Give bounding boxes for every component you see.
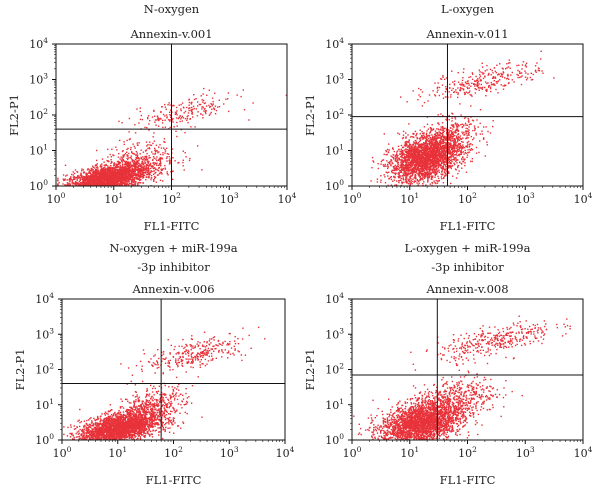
y-tick-label: 101 xyxy=(325,397,344,412)
x-tick-label: 104 xyxy=(276,445,295,460)
panel-subtitle: Annexin-v.011 xyxy=(425,27,508,41)
panel-subtitle: Annexin-v.001 xyxy=(129,27,212,41)
x-tick-label: 100 xyxy=(343,191,362,206)
cluster-2 xyxy=(392,87,494,176)
x-axis-label: FL1-FITC xyxy=(144,219,200,233)
x-tick-label: 102 xyxy=(162,191,181,206)
cluster-3 xyxy=(400,50,555,107)
cluster-2 xyxy=(110,380,194,440)
y-tick-label: 103 xyxy=(35,326,54,341)
y-tick-label: 102 xyxy=(325,362,344,377)
plot-frame xyxy=(351,43,584,187)
y-tick-label: 100 xyxy=(325,178,344,193)
scatter-points xyxy=(353,315,571,440)
y-axis-label: FL2-P1 xyxy=(7,94,21,136)
x-tick-label: 101 xyxy=(400,191,419,206)
y-tick-label: 104 xyxy=(29,36,48,51)
x-tick-label: 103 xyxy=(220,445,239,460)
y-tick-label: 104 xyxy=(35,291,54,306)
panel-title: L-oxygen + miR-199a xyxy=(405,241,531,255)
scatter-points xyxy=(370,50,555,186)
y-tick-label: 101 xyxy=(325,143,344,158)
x-tick-label: 103 xyxy=(516,445,535,460)
y-tick-label: 100 xyxy=(325,432,344,447)
panel-subtitle: -3p inhibitor xyxy=(137,260,210,274)
x-tick-label: 104 xyxy=(574,445,593,460)
y-tick-label: 101 xyxy=(29,143,48,158)
y-tick-label: 102 xyxy=(35,362,54,377)
panel-annotation: Annexin-v.006 xyxy=(131,282,214,296)
x-tick-label: 104 xyxy=(278,191,297,206)
x-tick-label: 101 xyxy=(108,445,127,460)
y-tick-label: 103 xyxy=(29,72,48,87)
x-axis-label: FL1-FITC xyxy=(440,473,496,487)
x-tick-label: 101 xyxy=(400,445,419,460)
cluster-2 xyxy=(79,131,203,186)
y-axis-label: FL2-P1 xyxy=(13,349,27,391)
cluster-3 xyxy=(120,326,266,379)
y-tick-label: 104 xyxy=(325,36,344,51)
x-axis-label: FL1-FITC xyxy=(146,473,202,487)
panel-annotation: Annexin-v.008 xyxy=(425,282,508,296)
x-tick-label: 102 xyxy=(458,445,477,460)
panel-title: N-oxygen xyxy=(144,2,200,16)
cluster-1 xyxy=(63,398,203,440)
x-axis-label: FL1-FITC xyxy=(440,219,496,233)
scatter-points xyxy=(57,87,287,186)
y-tick-label: 103 xyxy=(325,326,344,341)
x-tick-label: 100 xyxy=(343,445,362,460)
cluster-3 xyxy=(410,315,571,367)
x-tick-label: 103 xyxy=(516,191,535,206)
y-axis-label: FL2-P1 xyxy=(303,94,317,136)
panel-3: N-oxygen + miR-199a -3p inhibitor Annexin-… xyxy=(13,241,295,487)
cluster-3 xyxy=(118,87,287,146)
y-tick-label: 104 xyxy=(325,291,344,306)
panel-4: L-oxygen + miR-199a -3p inhibitor Annexin-… xyxy=(303,241,593,487)
panel-subtitle: -3p inhibitor xyxy=(431,260,504,274)
panel-title: L-oxygen xyxy=(441,2,495,16)
plot-frame xyxy=(351,298,584,441)
y-tick-label: 100 xyxy=(35,432,54,447)
x-tick-label: 100 xyxy=(47,191,66,206)
y-tick-label: 100 xyxy=(29,178,48,193)
x-tick-label: 103 xyxy=(220,191,239,206)
x-tick-label: 102 xyxy=(458,191,477,206)
cluster-1 xyxy=(353,369,494,440)
x-tick-label: 104 xyxy=(574,191,593,206)
y-tick-label: 103 xyxy=(325,72,344,87)
x-tick-label: 100 xyxy=(53,445,72,460)
panel-title: N-oxygen + miR-199a xyxy=(109,241,237,255)
x-tick-label: 101 xyxy=(104,191,123,206)
y-axis-label: FL2-P1 xyxy=(303,349,317,391)
cluster-2 xyxy=(405,359,523,433)
cluster-1 xyxy=(370,118,488,186)
y-tick-label: 101 xyxy=(35,397,54,412)
x-tick-label: 102 xyxy=(164,445,183,460)
scatter-points xyxy=(63,326,266,440)
y-tick-label: 102 xyxy=(29,107,48,122)
y-tick-label: 102 xyxy=(325,107,344,122)
